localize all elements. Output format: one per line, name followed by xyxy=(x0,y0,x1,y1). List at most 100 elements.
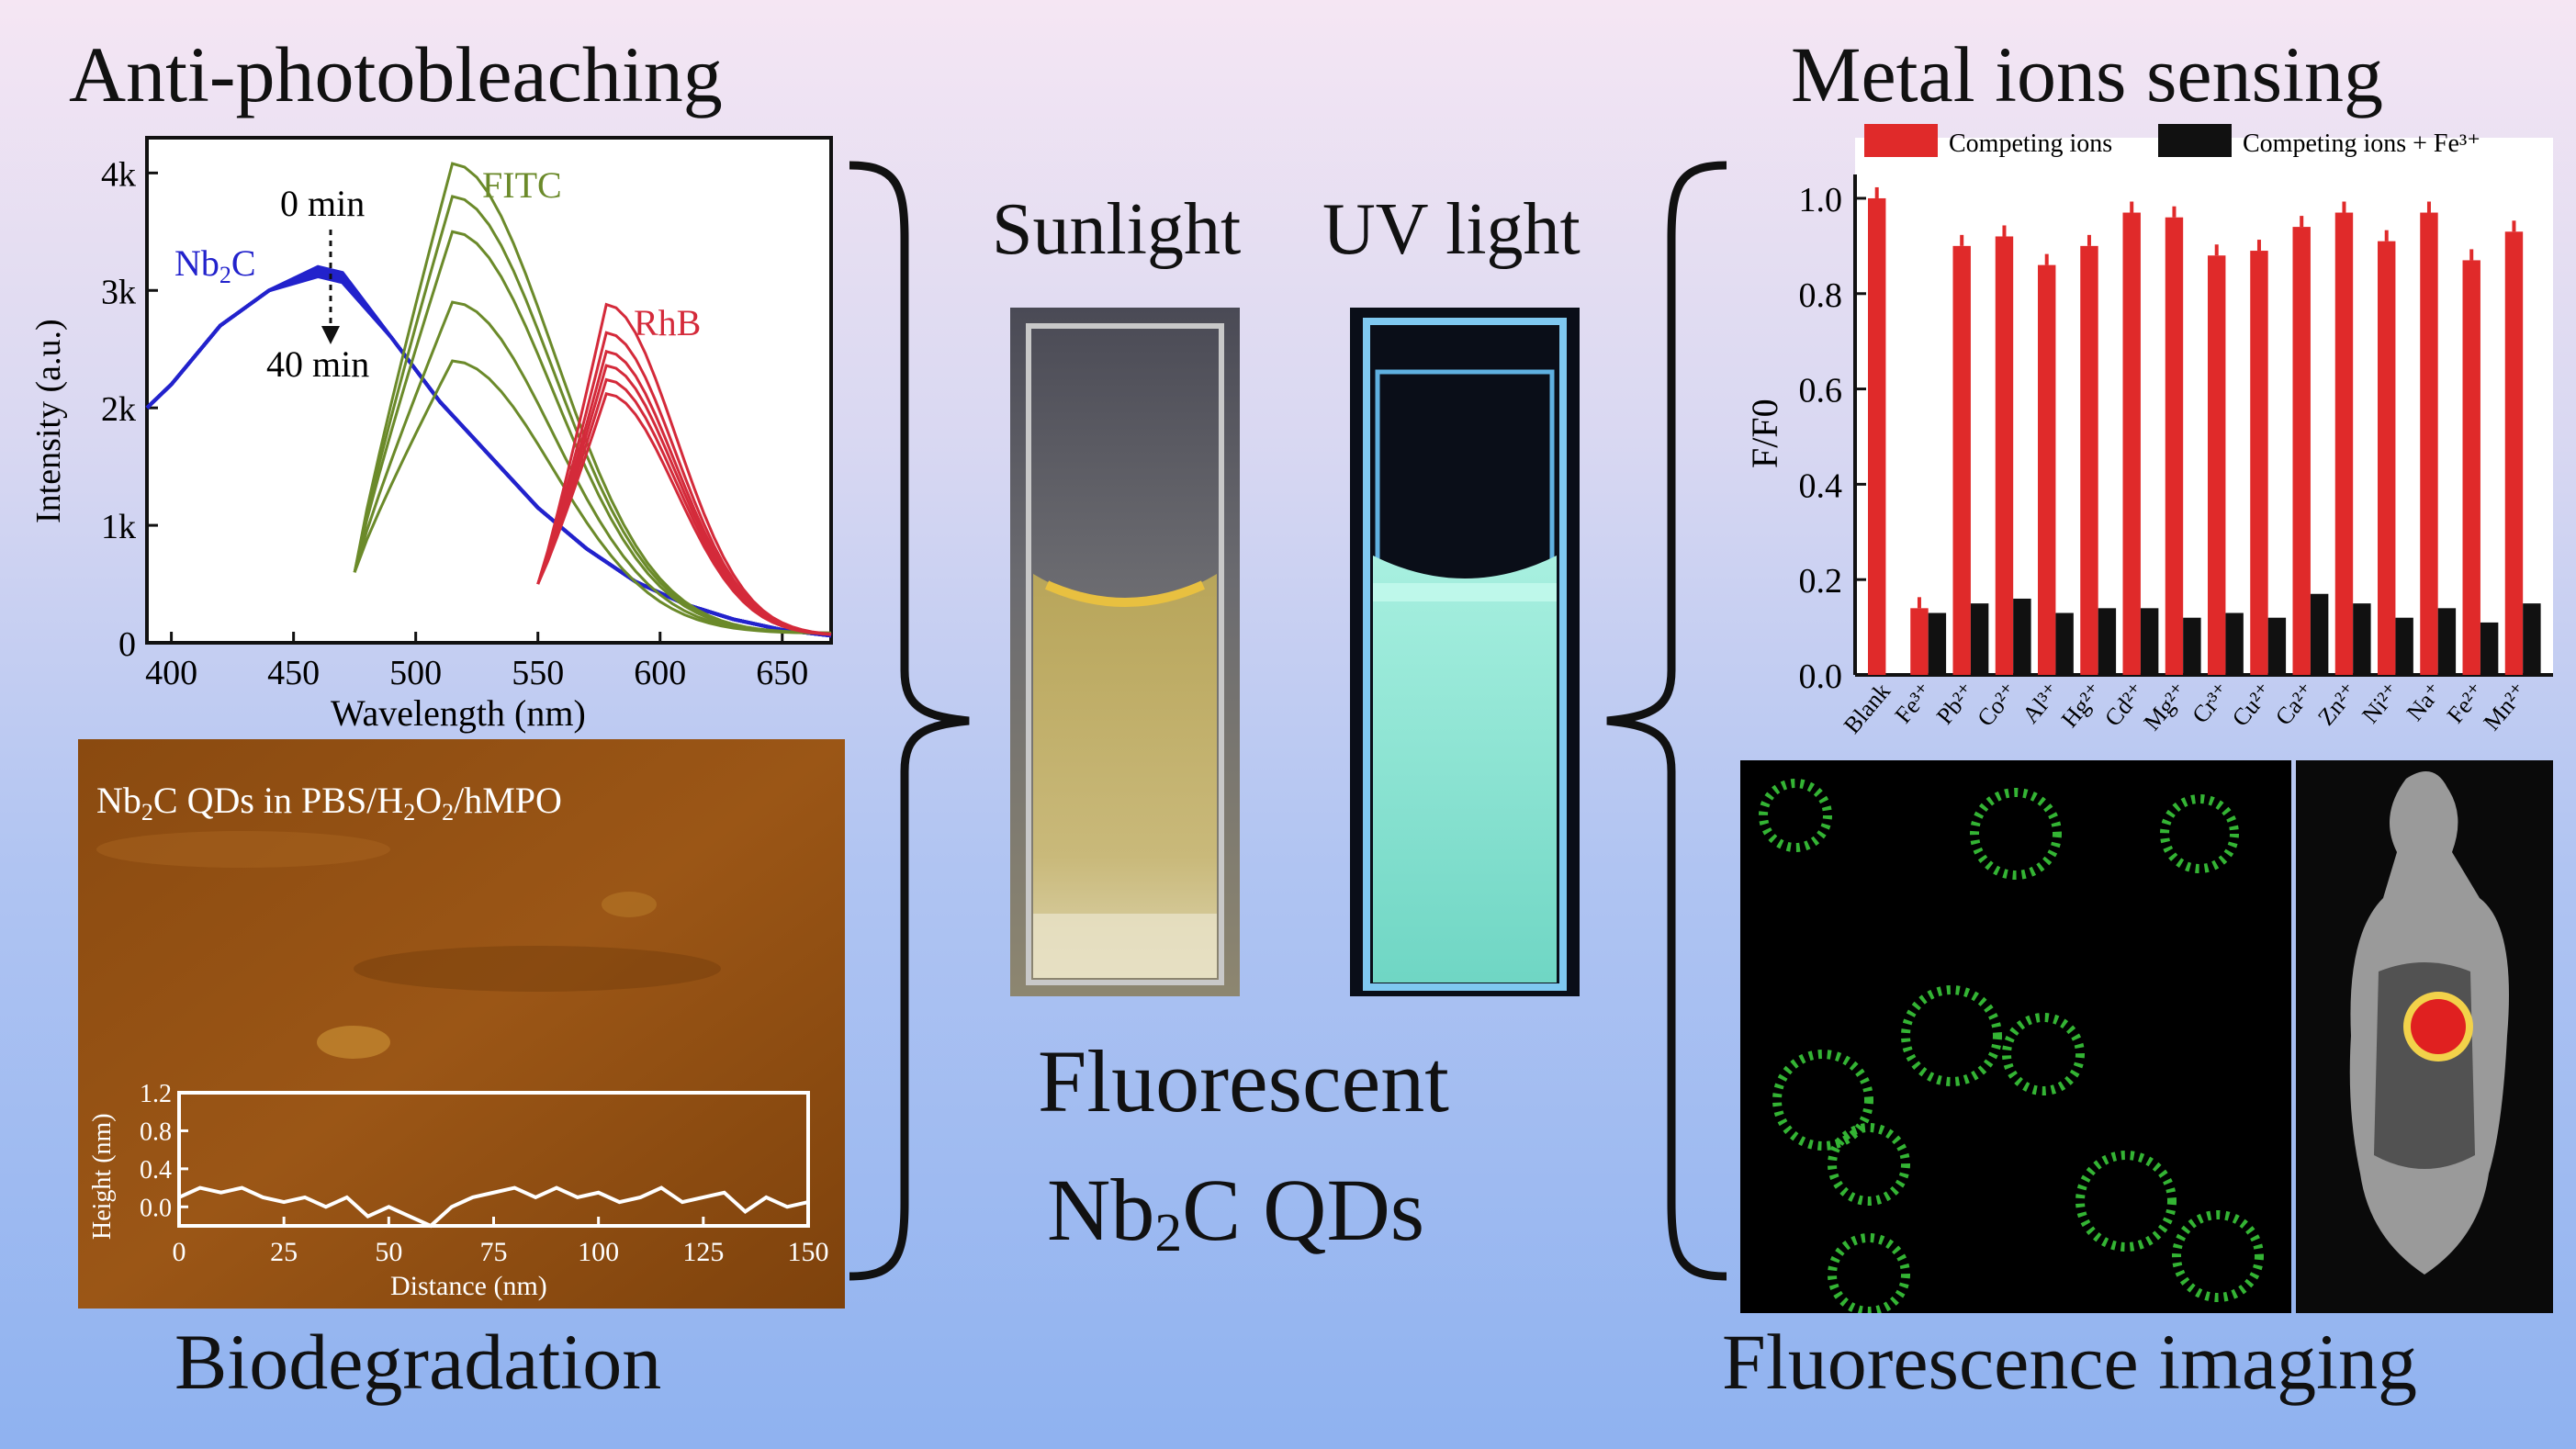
bar-competing-ions xyxy=(2334,212,2354,675)
spectra-xtick-label: 650 xyxy=(756,654,808,692)
spectra-xtick-label: 450 xyxy=(267,654,320,692)
bar-competing-ions-fe xyxy=(1928,612,1947,675)
bar-competing-ions xyxy=(2122,212,2141,675)
spectra-xtick-label: 550 xyxy=(512,654,564,692)
spectra-ytick-label: 3k xyxy=(101,273,136,311)
bar-xtick-label: Fe³⁺ xyxy=(1890,678,1939,728)
afm-ytick-label: 0.0 xyxy=(140,1194,172,1222)
bar-xtick-label: Cd²⁺ xyxy=(2099,678,2151,731)
afm-ylabel: Height (nm) xyxy=(88,1113,117,1240)
spectra-xtick-label: 500 xyxy=(389,654,442,692)
bar-competing-ions xyxy=(2420,212,2438,675)
afm-xtick-label: 150 xyxy=(788,1237,829,1267)
afm-xtick-label: 0 xyxy=(173,1237,186,1267)
bar-competing-ions-fe xyxy=(2055,612,2074,675)
title-biodegradation: Biodegradation xyxy=(174,1318,662,1406)
bar-xtick-label: Mg²⁺ xyxy=(2139,678,2193,736)
bar-xtick-label: Co²⁺ xyxy=(1972,678,2023,731)
bar-competing-ions-fe xyxy=(1970,603,1989,675)
photobleaching-chart: 0 1k 2k 3k 4k 400 450 500 550 600 650 Intensity (… xyxy=(29,136,833,734)
bar-xtick-label: Mn²⁺ xyxy=(2479,678,2533,736)
bar-competing-ions-fe xyxy=(2353,603,2371,675)
afm-xtick-label: 125 xyxy=(682,1237,724,1267)
bar-competing-ions xyxy=(1868,197,1886,675)
rhb-line xyxy=(536,392,832,636)
bar-competing-ions-fe xyxy=(2225,612,2244,675)
bar-ytick-label: 0.0 xyxy=(1799,657,1843,696)
bar-ytick-label: 0.4 xyxy=(1799,466,1843,505)
spectra-ytick-label: 0 xyxy=(118,625,136,664)
legend-swatch-red xyxy=(1864,124,1938,157)
label-nb2c: Nb2C xyxy=(174,242,256,288)
left-brace xyxy=(849,161,970,1281)
afm-image-panel: Nb2C QDs in PBS/H2O2/hMPO 0.0 0.4 0.8 1.2 0… xyxy=(78,739,845,1309)
fluorescence-spot-inner xyxy=(2411,999,2466,1054)
right-brace xyxy=(1606,161,1727,1281)
bar-competing-ions xyxy=(2504,231,2524,676)
cell-imaging-panel xyxy=(1740,760,2291,1313)
bar-competing-ions-fe xyxy=(2013,598,2031,675)
legend-competing-ions-fe: Competing ions + Fe³⁺ xyxy=(2243,129,2480,158)
title-fluorescence-imaging: Fluorescence imaging xyxy=(1722,1318,2418,1406)
afm-ytick-label: 1.2 xyxy=(140,1080,172,1108)
metal-ions-chart: Competing ions Competing ions + Fe³⁺ 0.0… xyxy=(1744,124,2553,738)
mouse-imaging-panel xyxy=(2296,760,2553,1313)
bar-competing-ions-fe xyxy=(2183,617,2201,675)
afm-xlabel: Distance (nm) xyxy=(390,1271,547,1301)
bar-xtick-label: Al³⁺ xyxy=(2017,678,2065,728)
bar-competing-ions xyxy=(2038,264,2056,675)
bar-xtick-label: Cr³⁺ xyxy=(2187,678,2235,728)
bar-competing-ions-fe xyxy=(2437,608,2457,675)
label-rhb: RhB xyxy=(634,302,701,343)
bar-ytick-label: 0.8 xyxy=(1799,276,1843,315)
afm-xtick-label: 75 xyxy=(480,1237,508,1267)
bar-competing-ions-fe xyxy=(2523,603,2541,675)
afm-ytick-label: 0.4 xyxy=(140,1156,172,1185)
title-metal-ions-sensing: Metal ions sensing xyxy=(1791,30,2383,118)
spectra-xtick-label: 400 xyxy=(145,654,197,692)
bar-xtick-label: Ni²⁺ xyxy=(2357,678,2405,728)
bar-competing-ions xyxy=(1910,608,1929,675)
label-sunlight: Sunlight xyxy=(992,189,1242,270)
center-title-line1: Fluorescent xyxy=(1038,1032,1449,1130)
bar-competing-ions xyxy=(2080,245,2098,675)
spectra-ytick-label: 1k xyxy=(101,508,136,546)
bar-ylabel: F/F0 xyxy=(1744,399,1785,468)
center-title-line2: Nb2C QDs xyxy=(1047,1161,1425,1263)
bar-competing-ions-fe xyxy=(2480,622,2499,675)
label-0min: 0 min xyxy=(280,183,365,224)
legend-competing-ions: Competing ions xyxy=(1949,129,2112,158)
bar-ytick-label: 1.0 xyxy=(1799,181,1843,219)
legend-swatch-black xyxy=(2158,124,2232,157)
bar-xtick-label: Cu²⁺ xyxy=(2227,678,2278,731)
afm-xtick-label: 25 xyxy=(270,1237,298,1267)
cuvette-uv xyxy=(1350,308,1580,996)
nb2c-line xyxy=(145,274,832,638)
bar-xtick-label: Blank xyxy=(1839,678,1895,738)
bar-competing-ions xyxy=(2250,251,2268,675)
bar-ytick-label: 0.2 xyxy=(1799,562,1843,601)
spectra-ytick-label: 2k xyxy=(101,390,136,429)
bar-competing-ions xyxy=(2462,260,2480,675)
spectra-xlabel: Wavelength (nm) xyxy=(331,692,586,734)
title-anti-photobleaching: Anti-photobleaching xyxy=(69,30,723,118)
bar-competing-ions-fe xyxy=(2395,617,2413,675)
bar-competing-ions xyxy=(2208,255,2226,675)
bar-competing-ions-fe xyxy=(2310,593,2329,675)
bar-xtick-label: Zn²⁺ xyxy=(2312,678,2363,730)
bar-xtick-label: Pb²⁺ xyxy=(1931,678,1981,729)
afm-label: Nb2C QDs in PBS/H2O2/hMPO xyxy=(96,780,562,826)
label-uv-light: UV light xyxy=(1322,189,1580,270)
bar-xtick-label: Hg²⁺ xyxy=(2056,678,2108,732)
bar-ytick-label: 0.6 xyxy=(1799,372,1843,410)
spectra-ylabel: Intensity (a.u.) xyxy=(29,319,68,523)
bar-competing-ions-fe xyxy=(2140,608,2159,675)
label-fitc: FITC xyxy=(482,164,562,206)
bar-xtick-label: Ca²⁺ xyxy=(2270,678,2321,730)
bar-competing-ions xyxy=(2378,241,2396,675)
label-40min: 40 min xyxy=(266,343,369,385)
bar-competing-ions xyxy=(1952,245,1971,675)
bar-competing-ions xyxy=(2292,227,2311,675)
afm-ytick-label: 0.8 xyxy=(140,1118,172,1146)
bar-competing-ions-fe xyxy=(2098,608,2117,675)
